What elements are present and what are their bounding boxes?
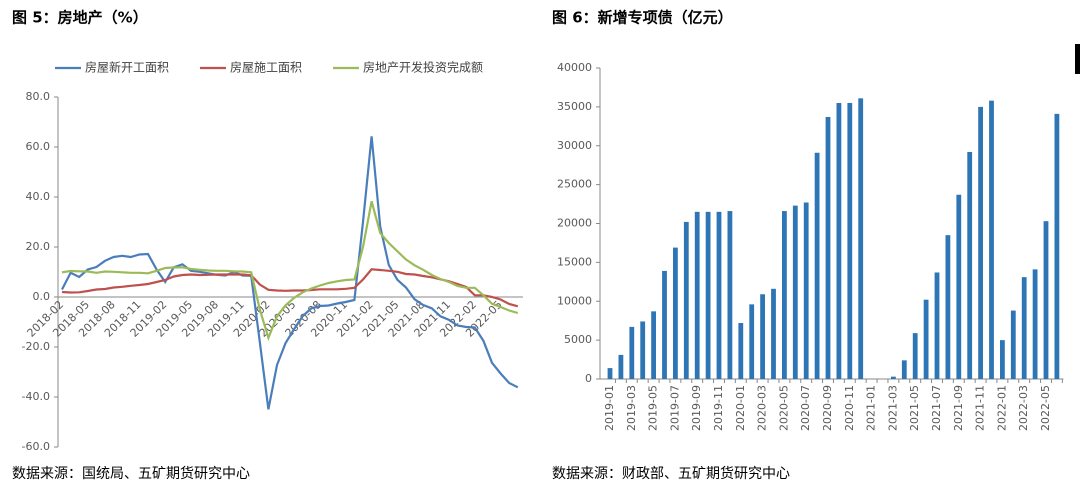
- y-tick-label: 15000: [557, 255, 592, 268]
- x-tick-label: 2021-05: [908, 385, 921, 431]
- legend-label: 房屋施工面积: [230, 60, 302, 75]
- y-tick-label: 80.0: [26, 90, 51, 103]
- bar: [967, 151, 973, 379]
- x-tick-label: 2020-09: [821, 385, 834, 431]
- bar: [727, 211, 733, 379]
- bar: [705, 211, 711, 379]
- bar: [1032, 269, 1038, 379]
- y-tick-label: 0.0: [33, 290, 51, 303]
- y-tick-label: -20.0: [22, 340, 50, 353]
- bar: [814, 152, 820, 379]
- legend-label: 房地产开发投资完成额: [363, 60, 483, 75]
- bar: [662, 270, 667, 379]
- bar: [836, 102, 842, 380]
- bar: [673, 247, 678, 379]
- bar: [847, 102, 853, 380]
- source: 数据来源：国统局、五矿期货研究中心: [12, 465, 250, 482]
- line-series: [61, 201, 519, 342]
- y-tick-label: 20.0: [26, 240, 51, 253]
- bar: [978, 106, 983, 379]
- x-tick-label: 2022-03: [1017, 385, 1030, 431]
- bar: [1010, 310, 1016, 379]
- bar: [618, 354, 624, 379]
- x-tick-label: 2021-01: [865, 385, 878, 431]
- bar: [912, 333, 918, 379]
- bar: [891, 376, 896, 379]
- x-tick-label: 2022-05: [1039, 385, 1052, 431]
- bar: [956, 194, 962, 379]
- x-tick-label: 2020-05: [777, 385, 790, 431]
- x-tick-label: 2020-03: [756, 385, 769, 431]
- x-tick-label: 2020-07: [799, 385, 812, 431]
- y-tick-label: 0: [585, 372, 592, 385]
- x-tick-label: 2019-01: [603, 385, 616, 431]
- chart-title: 图 6：新增专项债（亿元）: [552, 9, 733, 27]
- x-tick-label: 2021-09: [952, 385, 965, 431]
- x-tick-label: 2020-11: [843, 385, 856, 431]
- y-tick-label: 40.0: [26, 190, 51, 203]
- bar: [1021, 277, 1027, 379]
- bar: [782, 211, 787, 379]
- edge-marker: [1075, 44, 1080, 74]
- x-tick-label: 2019-07: [668, 385, 681, 431]
- line-series: [61, 136, 519, 410]
- bar: [934, 272, 940, 379]
- bar: [989, 100, 994, 379]
- y-tick-label: 35000: [557, 100, 592, 113]
- bar: [629, 326, 635, 379]
- bar: [694, 211, 700, 379]
- bar: [651, 311, 656, 379]
- bar: [1054, 113, 1060, 379]
- bar: [738, 323, 744, 379]
- bar: [825, 116, 831, 380]
- y-tick-label: 40000: [557, 61, 592, 74]
- x-tick-label: 2021-07: [930, 385, 943, 431]
- y-tick-label: -40.0: [22, 390, 50, 403]
- bar: [803, 202, 809, 379]
- bar: [760, 294, 765, 379]
- y-tick-label: 20000: [557, 217, 592, 230]
- x-tick-label: 2022-01: [995, 385, 1008, 431]
- bar: [792, 205, 798, 379]
- bar: [901, 360, 907, 379]
- bar: [771, 288, 776, 379]
- legend-label: 房屋新开工面积: [85, 60, 169, 75]
- x-tick-label: 2019-05: [647, 385, 660, 431]
- bar: [923, 299, 929, 379]
- y-tick-label: 10000: [557, 294, 592, 307]
- chart-title: 图 5：房地产（%）: [12, 9, 148, 27]
- bar: [749, 304, 755, 379]
- x-tick-label: 2020-01: [734, 385, 747, 431]
- x-tick-label: 2019-11: [712, 385, 725, 431]
- x-tick-label: 2021-11: [974, 385, 987, 431]
- bar: [683, 221, 689, 379]
- y-tick-label: -60.0: [22, 440, 50, 453]
- bar: [607, 368, 613, 379]
- bar: [1000, 340, 1005, 379]
- y-tick-label: 25000: [557, 178, 592, 191]
- y-tick-label: 5000: [564, 333, 592, 346]
- y-tick-label: 30000: [557, 139, 592, 152]
- bar: [640, 321, 646, 379]
- source: 数据来源：财政部、五矿期货研究中心: [552, 465, 790, 482]
- bar: [945, 235, 951, 379]
- bar: [858, 98, 864, 379]
- x-tick-label: 2019-09: [690, 385, 703, 431]
- bar: [716, 211, 722, 379]
- y-tick-label: 60.0: [26, 140, 51, 153]
- x-tick-label: 2019-03: [625, 385, 638, 431]
- x-tick-label: 2021-03: [886, 385, 899, 431]
- bar: [1043, 221, 1049, 379]
